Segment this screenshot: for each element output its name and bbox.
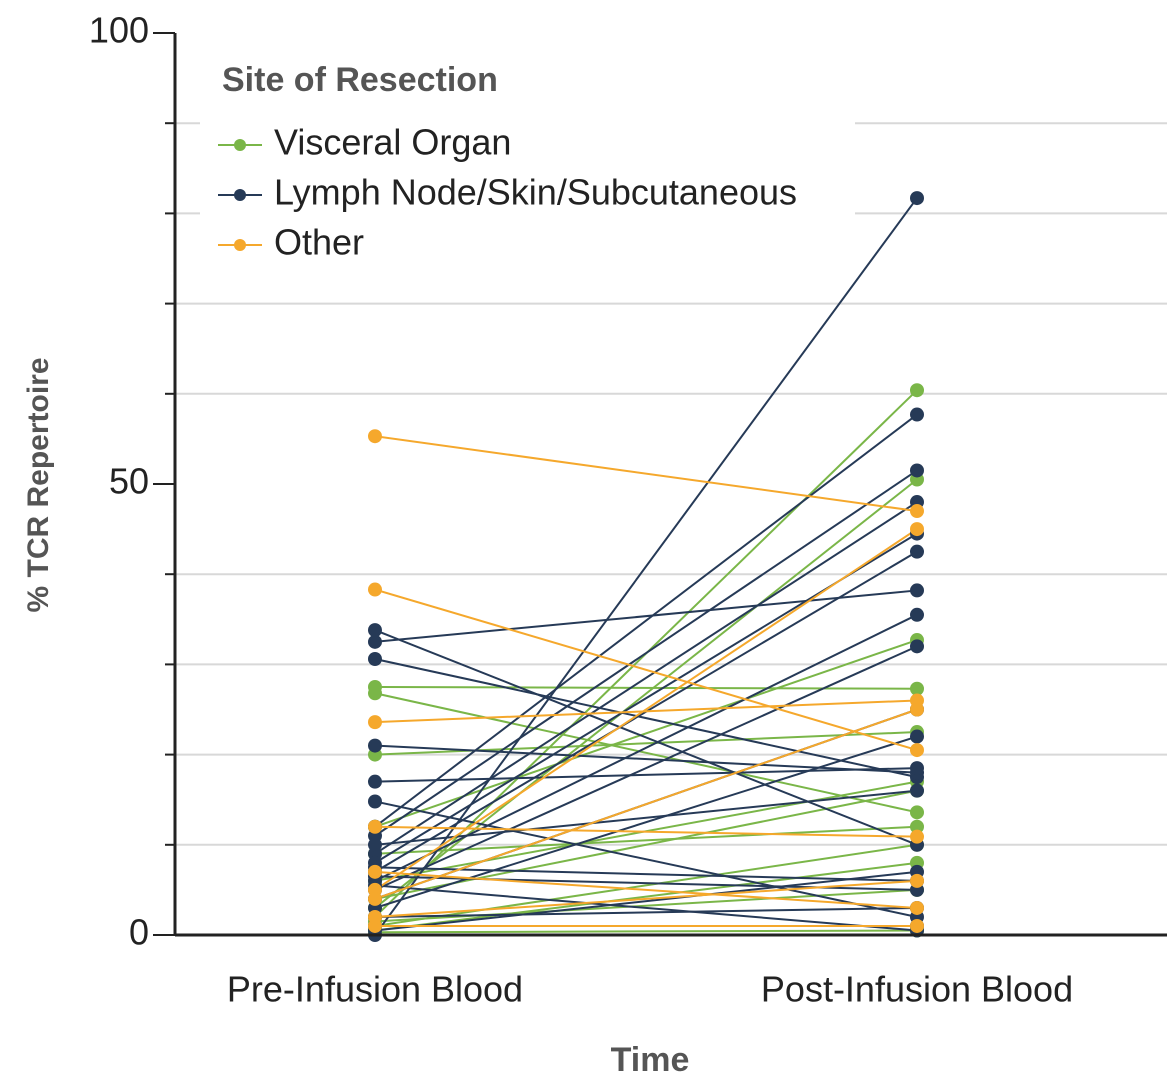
pair-line [374, 435, 918, 513]
pair-line [374, 629, 918, 846]
pair-line [374, 589, 918, 643]
legend-background [200, 50, 855, 275]
pair-line [374, 767, 918, 783]
data-point [910, 761, 924, 776]
legend-swatch-dot [234, 139, 246, 151]
pair-line [374, 413, 918, 828]
data-point [368, 774, 382, 789]
pair-line [374, 906, 918, 918]
data-point [910, 873, 924, 888]
data-point [910, 639, 924, 654]
pair-line [374, 708, 918, 900]
data-point [368, 715, 382, 730]
data-point [368, 891, 382, 906]
legend-title: Site of Resection [222, 61, 498, 99]
y-axis-label: % TCR Repertoire [22, 357, 55, 612]
pair-line [374, 699, 918, 724]
pair-line [374, 888, 918, 923]
pair-line [374, 501, 918, 855]
data-point [910, 819, 924, 834]
data-point [368, 623, 382, 638]
legend-label: Visceral Organ [274, 122, 511, 163]
legend-items: Site of Resection Visceral Organ Lymph Nod… [218, 61, 797, 263]
pair-line [374, 870, 918, 932]
data-point [910, 681, 924, 696]
legend-swatch-dot [234, 189, 246, 201]
data-point [910, 918, 924, 933]
data-point [368, 909, 382, 924]
pair-line [374, 658, 918, 779]
data-point [368, 864, 382, 879]
data-point [910, 702, 924, 717]
legend [200, 50, 855, 275]
y-tick-label: 0 [129, 912, 149, 953]
data-point [368, 794, 382, 809]
data-point [368, 686, 382, 701]
data-point [910, 900, 924, 915]
data-point [910, 607, 924, 622]
pair-line [374, 866, 918, 882]
data-point [910, 463, 924, 478]
x-tick-label: Post-Infusion Blood [761, 969, 1073, 1010]
data-point [910, 407, 924, 422]
data-point [910, 729, 924, 744]
pair-line [374, 800, 918, 918]
pair-line [374, 692, 918, 814]
data-point [368, 738, 382, 753]
pair-line [374, 870, 918, 909]
y-tick-label: 100 [89, 10, 149, 51]
data-point [368, 429, 382, 444]
pair-line [374, 879, 918, 918]
data-point [368, 634, 382, 649]
data-point [368, 582, 382, 597]
data-point [910, 544, 924, 559]
data-point [910, 504, 924, 519]
pair-line [374, 469, 918, 837]
x-axis-label: Time [611, 1041, 690, 1079]
pair-line [374, 789, 918, 846]
data-point [910, 805, 924, 820]
legend-label: Lymph Node/Skin/Subcutaneous [274, 172, 797, 213]
data-point [910, 743, 924, 758]
data-point [910, 522, 924, 537]
pair-line [374, 478, 918, 909]
pair-line [374, 685, 918, 690]
data-point [910, 829, 924, 844]
pair-line [374, 843, 918, 927]
legend-swatch-dot [234, 239, 246, 251]
data-point [368, 837, 382, 852]
pair-line [374, 731, 918, 756]
data-point [368, 819, 382, 834]
data-point [910, 783, 924, 798]
pair-line [374, 861, 918, 932]
pair-line [374, 645, 918, 891]
pair-line [374, 528, 918, 891]
pair-line [374, 197, 918, 936]
pair-line [374, 588, 918, 752]
x-tick-label: Pre-Infusion Blood [227, 969, 523, 1010]
pair-line [374, 825, 918, 838]
data-point [368, 651, 382, 666]
data-point [910, 191, 924, 206]
pair-line [374, 929, 918, 934]
legend-label: Other [274, 222, 364, 263]
y-tick-label: 50 [109, 461, 149, 502]
data-point [910, 583, 924, 598]
data-point [910, 383, 924, 398]
pair-line [374, 744, 918, 774]
pair-line [374, 884, 918, 932]
